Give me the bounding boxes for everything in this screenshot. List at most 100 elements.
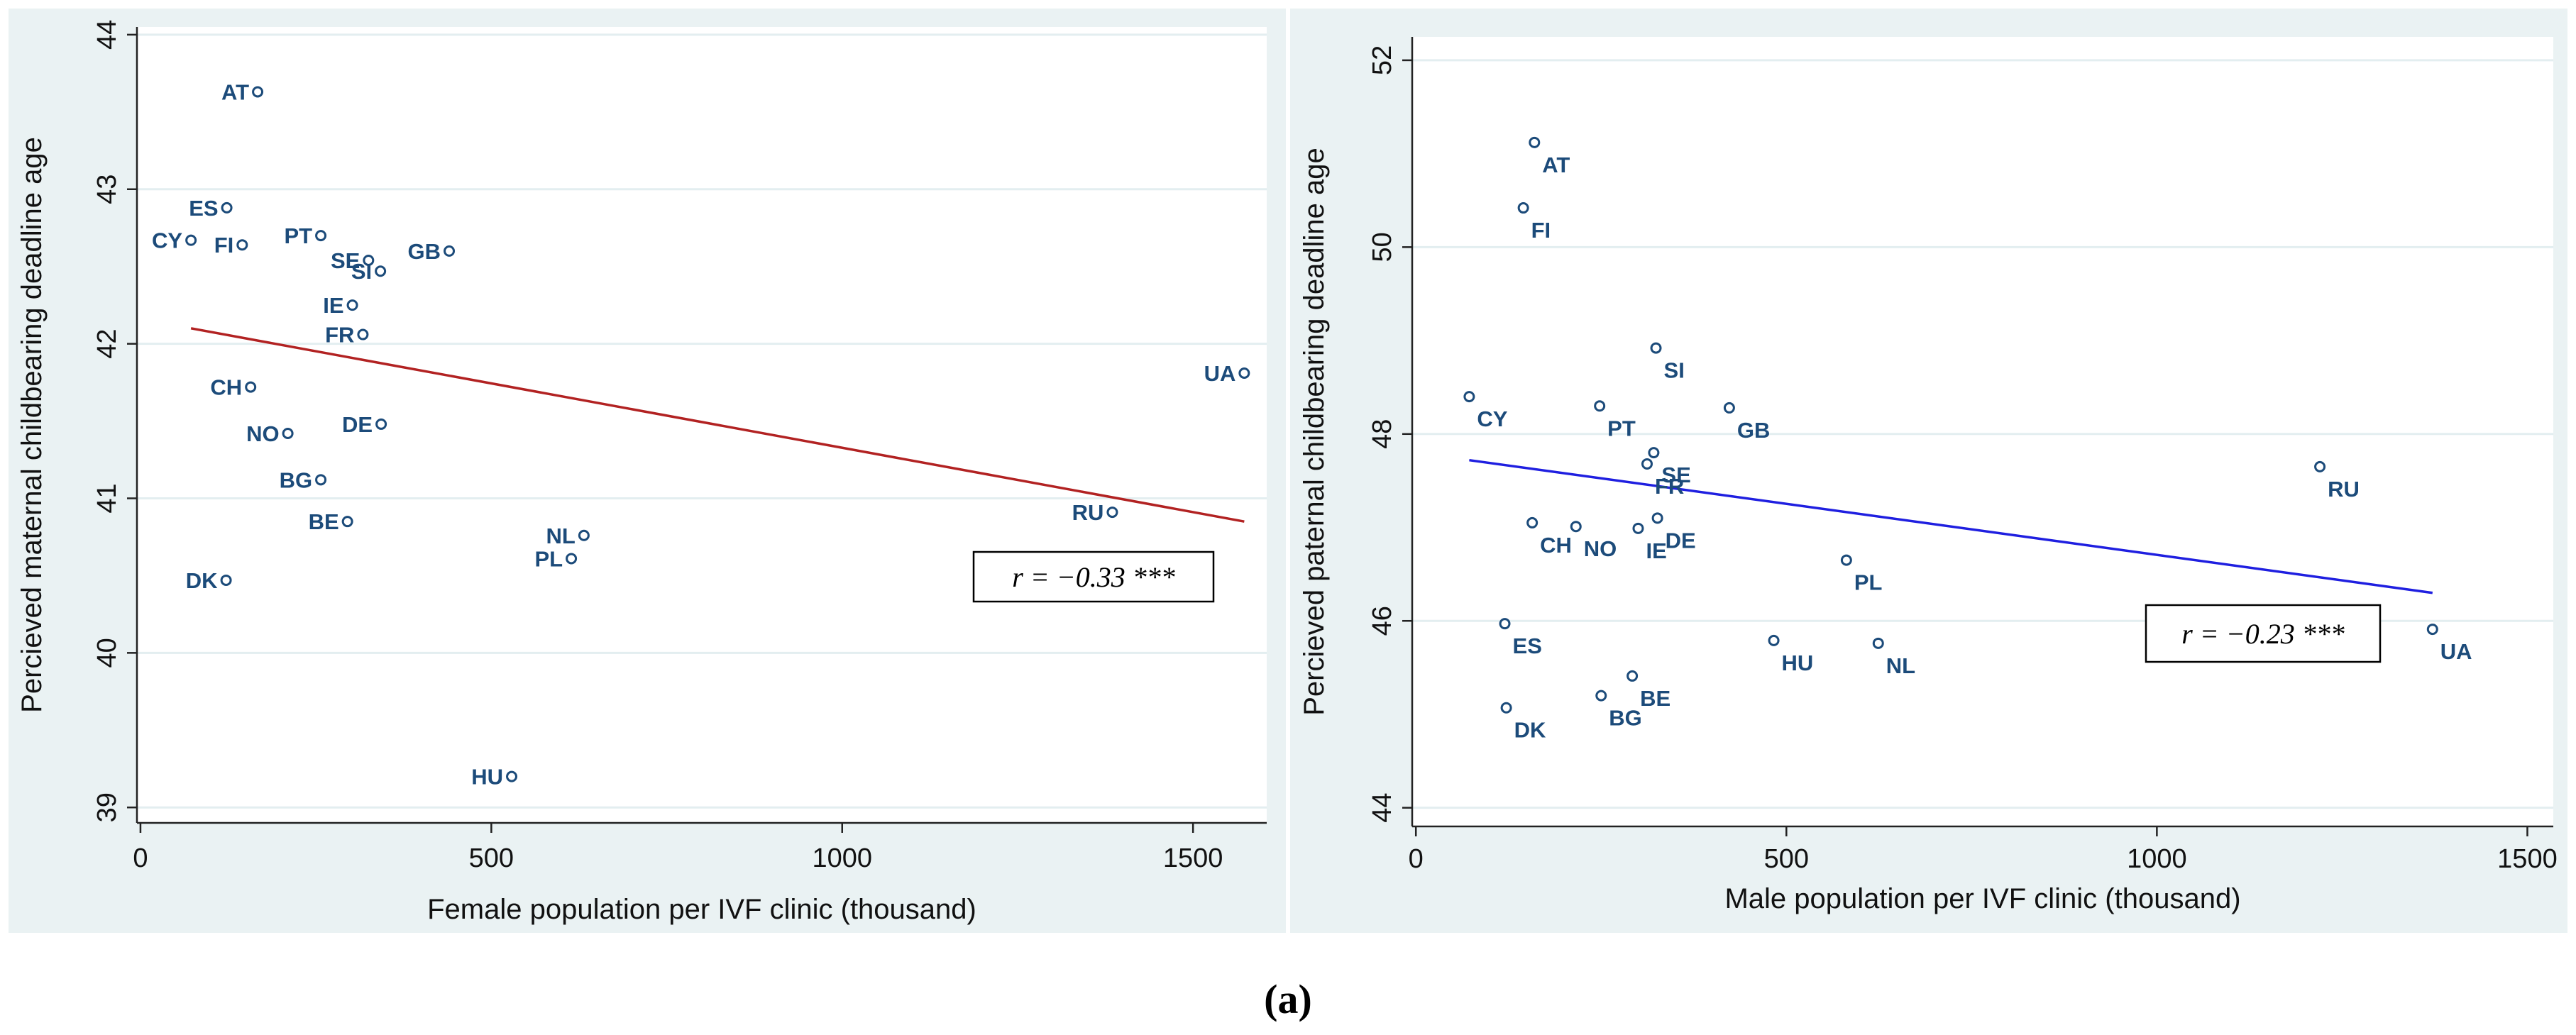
right-plot-area	[1412, 37, 2553, 826]
right-y-tick-label: 46	[1367, 606, 1397, 636]
right-point-label-hu: HU	[1782, 651, 1814, 675]
left-x-tick-label: 1500	[1163, 843, 1223, 873]
right-point-fr	[1641, 458, 1653, 470]
right-point-at	[1529, 136, 1541, 148]
left-x-tick-label: 0	[133, 843, 148, 873]
left-point-label-fr: FR	[325, 323, 354, 348]
right-x-tick-label: 0	[1409, 844, 1424, 874]
right-point-nl	[1872, 637, 1884, 649]
right-correlation-box	[2145, 604, 2382, 663]
right-point-label-fr: FR	[1655, 474, 1684, 499]
left-point-ie	[346, 299, 358, 311]
left-y-tick-label: 42	[92, 328, 122, 358]
right-point-bg	[1595, 690, 1607, 702]
left-point-label-at: AT	[221, 80, 249, 105]
left-point-cy	[185, 234, 197, 246]
left-point-bg	[315, 474, 327, 486]
right-y-tick-label: 50	[1367, 232, 1397, 262]
left-y-tick-label: 43	[92, 175, 122, 204]
left-point-pt	[315, 230, 327, 242]
left-point-pl	[566, 553, 578, 565]
left-point-de	[375, 418, 387, 430]
left-point-dk	[220, 574, 232, 586]
left-plot-area	[137, 27, 1267, 823]
left-point-fi	[236, 239, 248, 251]
left-point-be	[341, 516, 353, 528]
right-point-hu	[1768, 634, 1780, 646]
left-point-label-dk: DK	[186, 568, 218, 593]
right-y-axis-title: Percieved paternal childbearing deadline…	[1299, 148, 1330, 716]
left-point-nl	[578, 529, 590, 541]
right-point-label-no: NO	[1584, 536, 1617, 561]
right-point-de	[1651, 512, 1663, 524]
right-point-label-de: DE	[1666, 528, 1696, 553]
right-x-tick-label: 500	[1764, 844, 1809, 874]
left-point-label-cy: CY	[152, 228, 182, 253]
left-point-gb	[444, 245, 456, 257]
right-x-tick-label: 1000	[2127, 844, 2187, 874]
right-point-label-ru: RU	[2328, 477, 2360, 502]
right-point-label-at: AT	[1542, 153, 1570, 177]
left-y-axis-title: Percieved maternal childbearing deadline…	[16, 137, 48, 713]
right-point-cy	[1463, 391, 1475, 403]
right-point-si	[1650, 342, 1662, 354]
left-x-tick-label: 500	[469, 843, 514, 873]
right-point-label-si: SI	[1664, 358, 1685, 383]
left-point-label-be: BE	[309, 509, 339, 534]
left-point-label-ie: IE	[323, 293, 343, 318]
right-x-tick-label: 1500	[2497, 844, 2558, 874]
left-point-ch	[245, 381, 257, 393]
right-point-ie	[1632, 522, 1644, 534]
left-point-label-ch: CH	[210, 375, 242, 400]
right-point-label-dk: DK	[1514, 718, 1546, 743]
right-point-pl	[1840, 554, 1852, 566]
left-point-label-gb: GB	[408, 239, 441, 264]
right-point-label-ie: IE	[1646, 538, 1666, 563]
right-point-pt	[1594, 400, 1606, 412]
left-point-ua	[1238, 367, 1250, 380]
left-y-tick-label: 40	[92, 638, 122, 668]
right-point-label-fi: FI	[1531, 218, 1551, 243]
left-x-tick-label: 1000	[812, 843, 872, 873]
left-point-label-ua: UA	[1204, 361, 1236, 386]
right-point-label-bg: BG	[1609, 706, 1642, 731]
right-point-label-es: ES	[1513, 633, 1542, 658]
right-point-label-pt: PT	[1607, 416, 1636, 441]
left-x-axis-title: Female population per IVF clinic (thousa…	[427, 894, 976, 925]
left-point-si	[375, 265, 387, 277]
left-point-label-se: SE	[331, 248, 360, 273]
right-point-es	[1499, 618, 1511, 630]
right-point-label-se: SE	[1661, 463, 1690, 487]
left-point-label-nl: NL	[546, 524, 576, 548]
left-point-fr	[357, 328, 369, 341]
left-point-label-es: ES	[189, 196, 218, 221]
left-y-tick-label: 44	[92, 20, 122, 50]
right-point-label-nl: NL	[1886, 653, 1915, 678]
left-point-label-bg: BG	[280, 467, 313, 492]
right-point-ua	[2426, 624, 2438, 636]
right-fit-line	[1469, 458, 2433, 594]
right-y-tick-label: 48	[1367, 419, 1397, 449]
right-point-no	[1570, 521, 1582, 533]
left-point-se	[363, 254, 375, 266]
right-point-ch	[1526, 516, 1539, 528]
right-point-fi	[1517, 202, 1529, 214]
figure-caption: (a)	[1264, 976, 1312, 1022]
left-point-no	[282, 427, 294, 439]
left-point-label-pt: PT	[284, 223, 312, 248]
right-chart: 44 46 48 50 52 0 500 1000 1500 Male population pe…	[1299, 37, 2558, 914]
right-point-label-be: BE	[1640, 686, 1670, 711]
left-point-label-de: DE	[342, 412, 373, 437]
right-point-label-gb: GB	[1737, 418, 1771, 443]
left-point-label-ru: RU	[1072, 500, 1104, 525]
left-point-label-pl: PL	[534, 546, 563, 571]
right-point-label-pl: PL	[1854, 570, 1883, 595]
right-y-tick-label: 44	[1367, 793, 1397, 823]
left-fit-line	[190, 327, 1245, 523]
right-x-axis-title: Male population per IVF clinic (thousand…	[1724, 883, 2240, 914]
right-point-label-cy: CY	[1477, 406, 1507, 431]
right-point-label-ua: UA	[2440, 639, 2472, 664]
left-point-label-no: NO	[246, 421, 280, 446]
